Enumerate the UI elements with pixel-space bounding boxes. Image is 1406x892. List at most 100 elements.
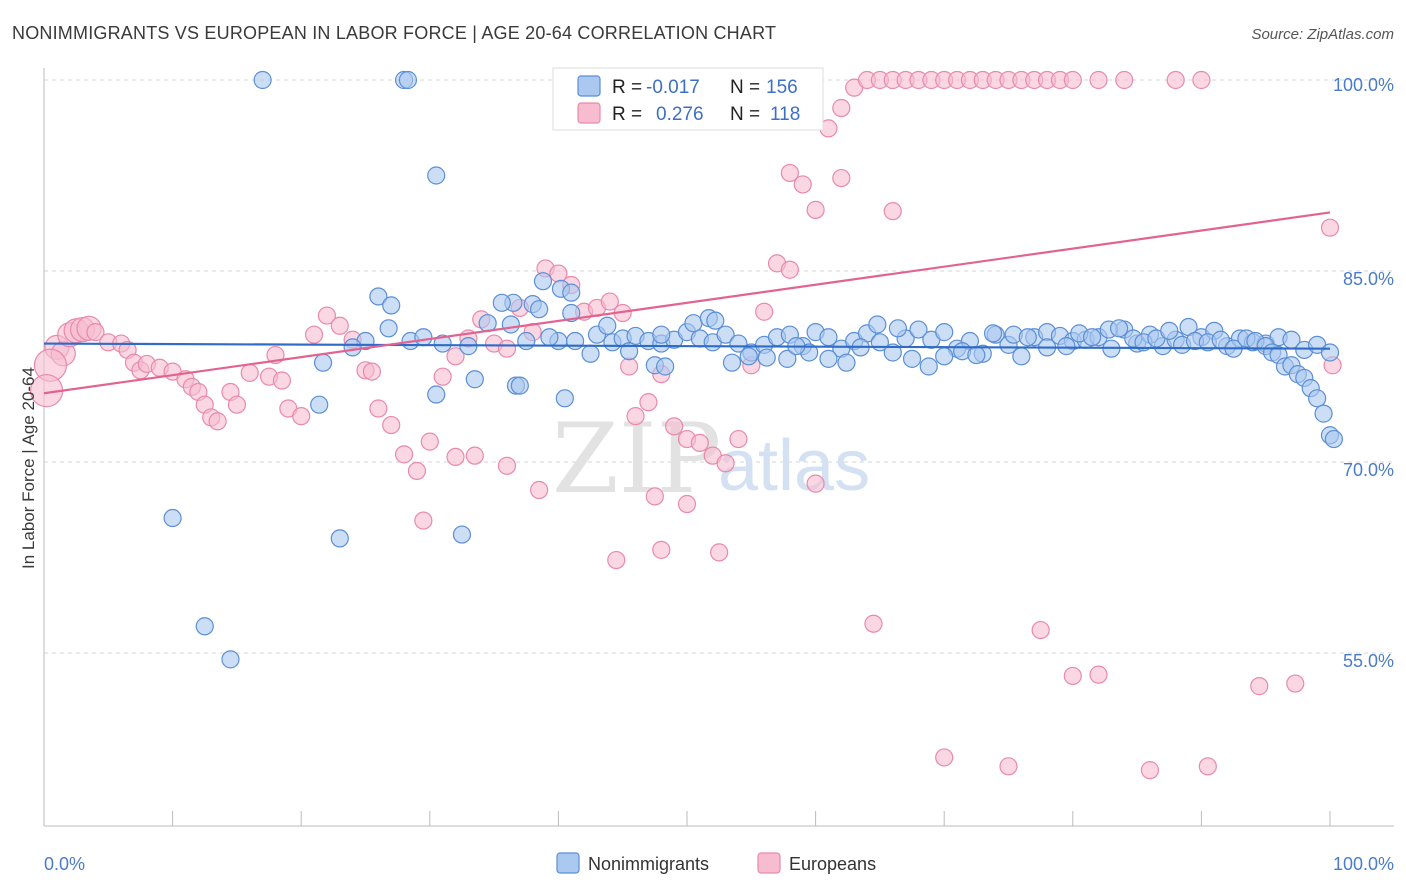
nonimmigrants-trend-line — [43, 342, 1331, 350]
nonimmigrant-point-36 — [566, 331, 585, 351]
nonimmigrant-point-48 — [729, 334, 748, 353]
european-point-99 — [864, 614, 883, 633]
nonimmigrant-point-153 — [581, 344, 600, 363]
european-point-120 — [414, 511, 433, 530]
legend-r-value-pink: 0.276 — [656, 104, 704, 125]
y-tick-label-1: 85.0% — [1343, 269, 1394, 289]
nonimmigrant-point-26 — [555, 389, 574, 408]
european-point-117 — [530, 480, 549, 500]
nonimmigrant-point-103 — [739, 347, 758, 366]
y-tick-label-2: 70.0% — [1343, 460, 1394, 480]
axes — [43, 68, 1394, 827]
y-tick-label-0: 100.0% — [1333, 75, 1394, 95]
nonimmigrant-point-60 — [883, 343, 902, 362]
nonimmigrant-point-98 — [652, 325, 671, 344]
nonimmigrant-point-148 — [1324, 429, 1343, 449]
european-point-22 — [227, 395, 246, 414]
stats-legend: R = -0.017 N = 156 R = 0.276 N = 118 — [552, 67, 824, 131]
nonimmigrant-point-34 — [452, 525, 472, 544]
nonimmigrant-point-110 — [868, 315, 887, 334]
legend-n-label-blue: N = — [730, 77, 760, 98]
nonimmigrant-point-32 — [195, 617, 214, 636]
nonimmigrant-point-14 — [501, 315, 520, 334]
legend-r-label-blue: R = — [612, 77, 642, 98]
european-point-113 — [607, 550, 626, 570]
bottom-legend: Nonimmigrants Europeans — [556, 852, 876, 874]
nonimmigrant-point-25 — [510, 376, 529, 395]
nonimmigrant-point-31 — [221, 650, 240, 669]
european-point-39 — [420, 432, 439, 451]
nonimmigrant-point-107 — [819, 349, 838, 368]
european-point-116 — [497, 456, 517, 475]
european-point-63 — [729, 429, 748, 449]
nonimmigrant-point-30 — [163, 508, 182, 528]
nonimmigrant-point-28 — [310, 395, 329, 414]
european-point-36 — [382, 415, 401, 435]
european-point-94 — [1320, 218, 1340, 237]
legend-n-label-pink: N = — [730, 104, 760, 125]
european-point-28 — [292, 407, 311, 426]
nonimmigrant-point-0 — [253, 70, 272, 90]
nonimmigrant-point-145 — [1308, 389, 1327, 408]
european-point-65 — [755, 302, 774, 321]
european-point-26 — [272, 371, 292, 390]
european-point-103 — [1063, 666, 1082, 686]
european-point-40 — [433, 367, 452, 386]
nonimmigrant-point-117 — [983, 324, 1003, 343]
nonimmigrant-point-62 — [909, 320, 928, 339]
nonimmigrant-point-33 — [330, 529, 349, 548]
nonimmigrant-point-29 — [313, 353, 333, 372]
nonimmigrant-point-3 — [427, 166, 446, 185]
european-point-29 — [304, 325, 324, 344]
european-point-93 — [1192, 70, 1211, 90]
european-point-118 — [446, 447, 465, 467]
nonimmigrant-point-111 — [888, 319, 908, 338]
european-point-35 — [369, 399, 388, 418]
nonimmigrant-point-27 — [427, 385, 446, 404]
nonimmigrant-point-12 — [369, 287, 388, 306]
european-point-67 — [780, 260, 799, 279]
chart-source: Source: ZipAtlas.com — [1251, 26, 1394, 43]
nonimmigrant-point-10 — [530, 300, 549, 319]
nonimmigrant-point-94 — [1320, 343, 1340, 362]
european-point-119 — [465, 446, 484, 465]
bottom-legend-swatch-nonimmigrants — [556, 852, 580, 874]
european-point-102 — [1031, 620, 1050, 640]
y-tick-labels: 100.0% 85.0% 70.0% 55.0% — [1333, 75, 1394, 671]
european-point-6 — [86, 323, 105, 342]
european-point-96 — [832, 168, 851, 188]
european-point-89 — [1063, 70, 1082, 90]
legend-swatch-pink — [577, 102, 601, 124]
nonimmigrant-point-47 — [716, 325, 735, 344]
european-point-112 — [652, 540, 671, 559]
european-point-101 — [999, 757, 1018, 776]
nonimmigrant-point-2 — [398, 70, 418, 90]
european-point-23 — [240, 363, 259, 382]
x-tick-label-0: 0.0% — [44, 854, 85, 874]
legend-swatch-blue — [577, 75, 601, 97]
x-tick-label-100: 100.0% — [1333, 854, 1394, 874]
nonimmigrant-point-146 — [1314, 404, 1333, 423]
european-point-38 — [407, 461, 427, 481]
european-point-106 — [1198, 757, 1217, 776]
nonimmigrant-point-113 — [919, 357, 938, 376]
bottom-legend-label-europeans: Europeans — [789, 854, 876, 874]
european-point-20 — [208, 412, 227, 431]
nonimmigrant-point-6 — [562, 283, 581, 302]
nonimmigrant-point-129 — [1160, 321, 1179, 340]
legend-n-value-pink: 118 — [770, 104, 800, 125]
european-point-100 — [935, 748, 954, 767]
european-point-37 — [394, 445, 414, 464]
bottom-legend-swatch-europeans — [757, 852, 781, 874]
nonimmigrant-point-99 — [684, 314, 703, 333]
nonimmigrant-point-9 — [492, 293, 511, 312]
europeans-trend-line — [43, 211, 1331, 395]
nonimmigrant-point-116 — [967, 345, 986, 365]
european-point-45 — [497, 339, 517, 358]
nonimmigrant-point-149 — [517, 331, 536, 351]
nonimmigrant-point-70 — [1012, 347, 1031, 366]
european-point-30 — [317, 306, 337, 325]
legend-r-label-pink: R = — [612, 104, 642, 125]
nonimmigrant-point-23 — [465, 370, 484, 389]
